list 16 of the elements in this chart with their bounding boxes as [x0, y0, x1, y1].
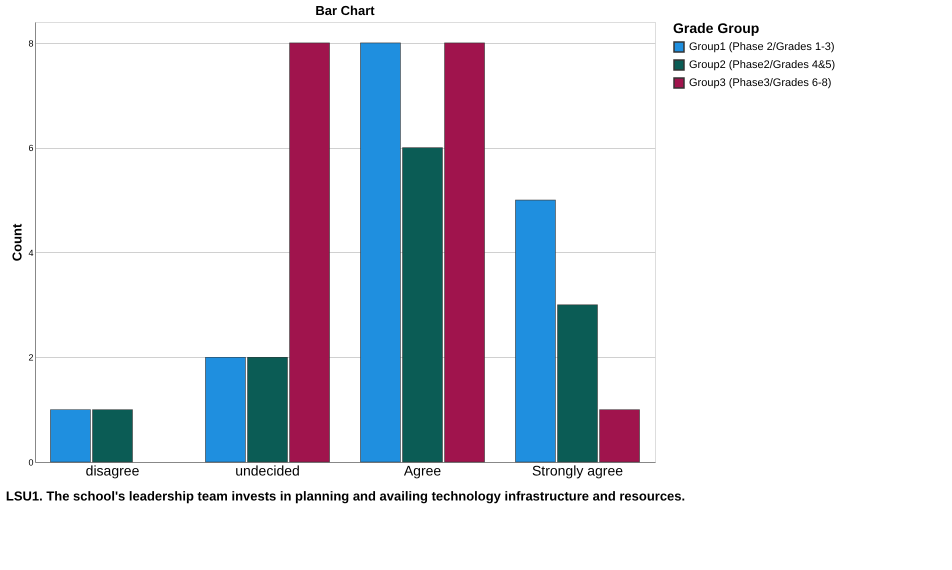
x-tick-label: Strongly agree [532, 462, 624, 478]
y-tick-label: 0 [28, 458, 34, 468]
x-axis-title: LSU1. The school's leadership team invests in planning and availing technology infrastructure and resources. [6, 488, 686, 504]
legend-label: Group2 (Phase2/Grades 4&5) [689, 59, 836, 71]
y-tick-label: 4 [28, 248, 34, 258]
legend-label: Group3 (Phase3/Grades 6-8) [689, 77, 832, 89]
x-tick-label: Agree [404, 462, 442, 478]
x-tick-label: undecided [235, 462, 300, 478]
legend-title: Grade Group [673, 20, 760, 36]
x-tick-label: disagree [86, 462, 140, 478]
y-tick-label: 2 [28, 352, 34, 363]
y-tick-label: 6 [28, 143, 34, 154]
legend-label: Group1 (Phase 2/Grades 1-3) [689, 41, 835, 53]
y-tick-label: 8 [28, 38, 34, 48]
chart-title: Bar Chart [315, 3, 376, 18]
y-axis-title: Count [9, 223, 24, 262]
